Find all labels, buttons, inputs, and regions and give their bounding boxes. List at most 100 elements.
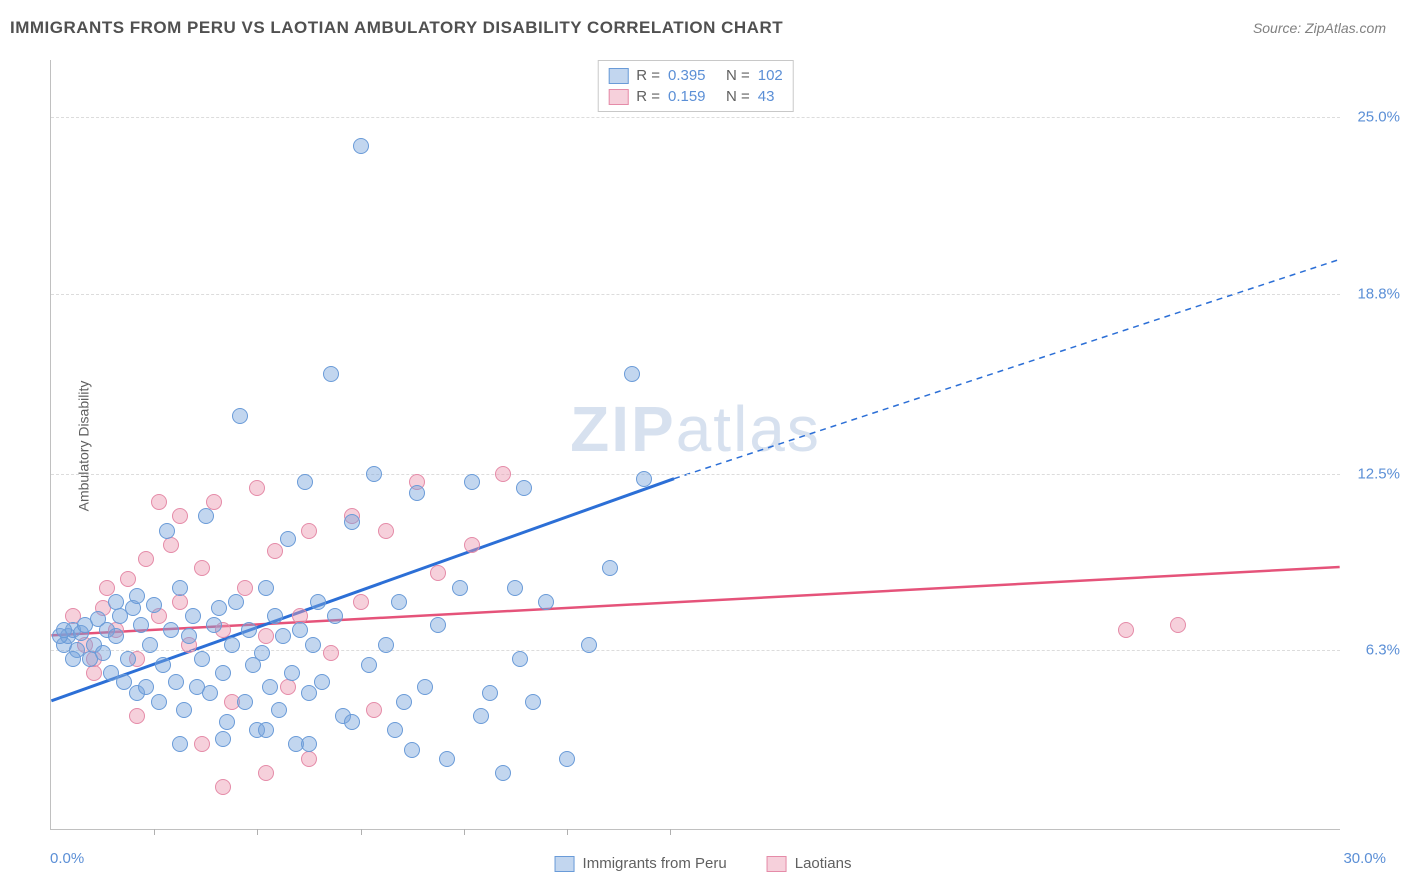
scatter-point-peru — [176, 702, 192, 718]
x-axis-min: 0.0% — [50, 850, 84, 867]
scatter-point-laotian — [323, 645, 339, 661]
gridline — [51, 117, 1340, 118]
scatter-point-peru — [378, 637, 394, 653]
scatter-point-peru — [366, 466, 382, 482]
scatter-point-peru — [56, 622, 72, 638]
scatter-point-peru — [301, 685, 317, 701]
scatter-point-peru — [219, 714, 235, 730]
n-label: N = — [726, 67, 750, 84]
scatter-point-peru — [181, 628, 197, 644]
scatter-point-peru — [133, 617, 149, 633]
scatter-point-peru — [482, 685, 498, 701]
gridline — [51, 650, 1340, 651]
scatter-point-peru — [202, 685, 218, 701]
scatter-point-peru — [232, 408, 248, 424]
x-tick-mark — [567, 829, 568, 835]
scatter-point-laotian — [258, 765, 274, 781]
scatter-point-peru — [409, 485, 425, 501]
scatter-point-peru — [452, 580, 468, 596]
scatter-point-peru — [396, 694, 412, 710]
r-value: 0.395 — [668, 67, 718, 84]
trendlines-svg — [51, 60, 1340, 829]
scatter-point-peru — [211, 600, 227, 616]
scatter-point-laotian — [163, 537, 179, 553]
scatter-point-laotian — [237, 580, 253, 596]
scatter-point-peru — [280, 531, 296, 547]
scatter-point-laotian — [172, 594, 188, 610]
scatter-point-peru — [327, 608, 343, 624]
scatter-point-peru — [159, 523, 175, 539]
scatter-point-peru — [228, 594, 244, 610]
scatter-point-laotian — [495, 466, 511, 482]
scatter-point-peru — [138, 679, 154, 695]
scatter-point-laotian — [120, 571, 136, 587]
trendline-peru-dashed — [674, 259, 1340, 478]
scatter-point-laotian — [86, 665, 102, 681]
scatter-point-peru — [507, 580, 523, 596]
legend-row-2: R = 0.159 N = 43 — [608, 86, 783, 107]
scatter-point-peru — [602, 560, 618, 576]
x-axis-max: 30.0% — [1343, 850, 1386, 867]
scatter-point-peru — [151, 694, 167, 710]
y-tick-label: 18.8% — [1357, 285, 1400, 302]
scatter-point-peru — [198, 508, 214, 524]
scatter-point-peru — [430, 617, 446, 633]
watermark-rest: atlas — [676, 393, 821, 465]
x-tick-mark — [257, 829, 258, 835]
scatter-point-peru — [361, 657, 377, 673]
scatter-point-peru — [142, 637, 158, 653]
x-tick-mark — [154, 829, 155, 835]
scatter-point-laotian — [172, 508, 188, 524]
scatter-point-peru — [439, 751, 455, 767]
gridline — [51, 474, 1340, 475]
scatter-point-peru — [292, 622, 308, 638]
scatter-point-peru — [391, 594, 407, 610]
scatter-point-laotian — [194, 560, 210, 576]
x-tick-mark — [464, 829, 465, 835]
scatter-point-peru — [155, 657, 171, 673]
scatter-point-laotian — [353, 594, 369, 610]
scatter-point-peru — [95, 645, 111, 661]
scatter-point-peru — [258, 580, 274, 596]
scatter-point-peru — [194, 651, 210, 667]
legend-item-laotian: Laotians — [767, 855, 852, 872]
scatter-point-peru — [305, 637, 321, 653]
scatter-point-peru — [516, 480, 532, 496]
scatter-point-peru — [172, 736, 188, 752]
n-label: N = — [726, 88, 750, 105]
scatter-point-peru — [301, 736, 317, 752]
scatter-point-peru — [525, 694, 541, 710]
plot-area: ZIPatlas R = 0.395 N = 102 R = 0.159 N =… — [50, 60, 1340, 830]
x-tick-mark — [361, 829, 362, 835]
scatter-point-laotian — [464, 537, 480, 553]
scatter-point-peru — [559, 751, 575, 767]
y-tick-label: 6.3% — [1366, 642, 1400, 659]
scatter-point-laotian — [138, 551, 154, 567]
scatter-point-peru — [129, 588, 145, 604]
scatter-point-laotian — [378, 523, 394, 539]
scatter-point-peru — [636, 471, 652, 487]
x-tick-mark — [670, 829, 671, 835]
scatter-point-laotian — [215, 779, 231, 795]
legend-swatch-laotian-icon — [767, 856, 787, 872]
scatter-point-laotian — [194, 736, 210, 752]
y-tick-label: 25.0% — [1357, 109, 1400, 126]
legend-label-peru: Immigrants from Peru — [583, 855, 727, 872]
scatter-point-peru — [387, 722, 403, 738]
watermark-bold: ZIP — [570, 393, 676, 465]
watermark: ZIPatlas — [570, 392, 821, 466]
scatter-point-peru — [495, 765, 511, 781]
scatter-point-peru — [323, 366, 339, 382]
n-value: 43 — [758, 88, 775, 105]
scatter-point-peru — [464, 474, 480, 490]
scatter-point-peru — [581, 637, 597, 653]
scatter-point-peru — [473, 708, 489, 724]
scatter-point-peru — [271, 702, 287, 718]
scatter-point-peru — [344, 714, 360, 730]
scatter-point-peru — [237, 694, 253, 710]
chart-title: IMMIGRANTS FROM PERU VS LAOTIAN AMBULATO… — [10, 18, 783, 38]
scatter-point-peru — [512, 651, 528, 667]
scatter-point-peru — [275, 628, 291, 644]
source-attribution: Source: ZipAtlas.com — [1253, 20, 1386, 36]
scatter-point-peru — [262, 679, 278, 695]
